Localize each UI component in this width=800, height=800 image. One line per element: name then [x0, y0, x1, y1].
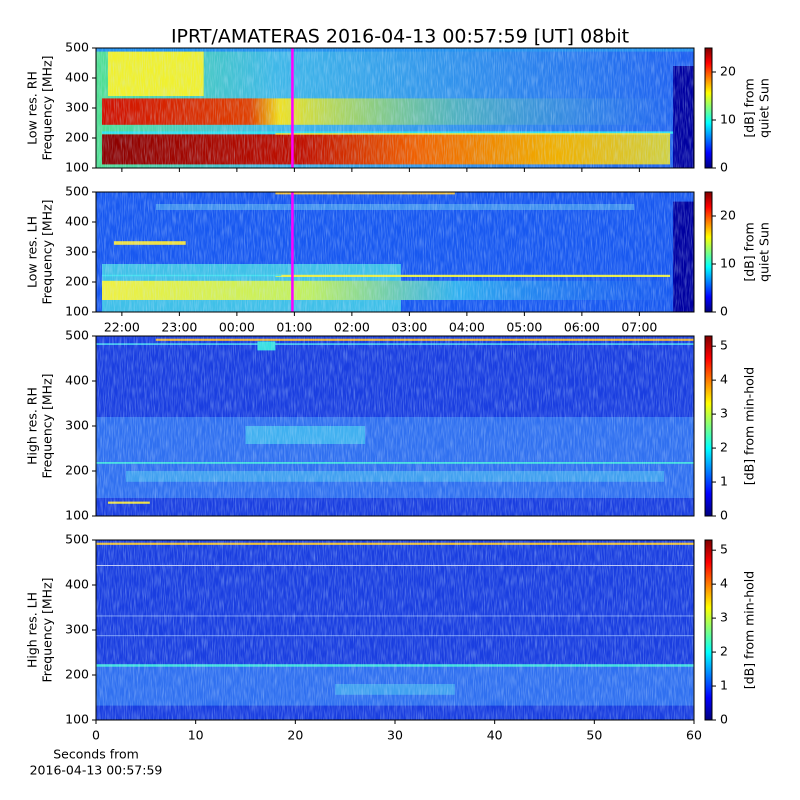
figure-title: IPRT/AMATERAS 2016-04-13 00:57:59 [UT] 0…: [171, 26, 629, 48]
colorbar-tick-label: 20: [720, 64, 736, 79]
colorbar-tick-label: 5: [720, 338, 728, 353]
x-tick-label: 04:00: [449, 320, 485, 335]
colorbar: [704, 335, 713, 517]
colorbar-label: quiet Sun: [757, 222, 772, 282]
colorbar-tick-label: 3: [720, 406, 728, 421]
y-tick-label: 100: [65, 508, 89, 523]
y-tick-label: 100: [65, 160, 89, 175]
x-tick-label: 60: [686, 728, 702, 743]
colorbar-tick-label: 10: [720, 112, 736, 127]
y-tick-label: 500: [65, 532, 89, 547]
x-tick-label: 20: [287, 728, 303, 743]
y-tick-label: 400: [65, 577, 89, 592]
colorbar-label: [dB] from: [742, 78, 757, 137]
panel: 100 200 300 400 500 High res. RH Frequency [MH…: [25, 328, 757, 523]
y-tick-label: 300: [65, 418, 89, 433]
colorbar-tick-label: 20: [720, 208, 736, 223]
spectrogram-noise: [96, 336, 694, 516]
y-tick-label: 200: [65, 667, 89, 682]
colorbar: [704, 539, 713, 721]
colorbar-tick-label: 2: [720, 440, 728, 455]
x-tick-label: 05:00: [506, 320, 542, 335]
y-tick-label: 400: [65, 214, 89, 229]
y-axis-label: Low res. LH: [25, 216, 40, 288]
y-axis-label: High res. RH: [25, 387, 40, 465]
x-tick-label: 0: [92, 728, 100, 743]
x-tick-label: 30: [387, 728, 403, 743]
x-axis-label: Seconds from: [53, 747, 139, 762]
colorbar-tick-label: 5: [720, 542, 728, 557]
colorbar-label: [dB] from min-hold: [742, 367, 757, 485]
y-tick-label: 400: [65, 70, 89, 85]
x-tick-label: 03:00: [391, 320, 427, 335]
y-tick-label: 200: [65, 274, 89, 289]
y-axis-label: Low res. RH: [25, 71, 40, 145]
colorbar-tick-label: 0: [720, 712, 728, 727]
y-tick-label: 500: [65, 40, 89, 55]
y-tick-label: 200: [65, 130, 89, 145]
y-tick-label: 100: [65, 304, 89, 319]
colorbar-tick-label: 1: [720, 474, 728, 489]
y-axis-label: Frequency [MHz]: [40, 577, 55, 682]
y-tick-label: 500: [65, 328, 89, 343]
colorbar-tick-label: 4: [720, 576, 728, 591]
colorbar-tick-label: 0: [720, 304, 728, 319]
x-tick-label: 07:00: [621, 320, 657, 335]
colorbar-tick-label: 3: [720, 610, 728, 625]
x-tick-label: 23:00: [161, 320, 197, 335]
y-axis-label: High res. LH: [25, 592, 40, 668]
x-tick-label: 10: [188, 728, 204, 743]
y-tick-label: 300: [65, 244, 89, 259]
colorbar-label: quiet Sun: [757, 78, 772, 138]
colorbar-tick-label: 1: [720, 678, 728, 693]
x-tick-label: 50: [586, 728, 602, 743]
colorbar-label: [dB] from: [742, 222, 757, 281]
colorbar-tick-label: 2: [720, 644, 728, 659]
y-tick-label: 300: [65, 622, 89, 637]
colorbar-tick-label: 0: [720, 160, 728, 175]
x-tick-label: 01:00: [276, 320, 312, 335]
colorbar-tick-label: 0: [720, 508, 728, 523]
y-tick-label: 200: [65, 463, 89, 478]
colorbar: [704, 191, 713, 313]
colorbar: [704, 47, 713, 169]
y-tick-label: 500: [65, 184, 89, 199]
y-axis-label: Frequency [MHz]: [40, 55, 55, 160]
y-axis-label: Frequency [MHz]: [40, 199, 55, 304]
x-tick-label: 06:00: [564, 320, 600, 335]
colorbar-tick-label: 4: [720, 372, 728, 387]
y-tick-label: 400: [65, 373, 89, 388]
spectrogram-noise: [96, 192, 694, 312]
x-tick-label: 40: [487, 728, 503, 743]
y-tick-label: 300: [65, 100, 89, 115]
x-tick-label: 00:00: [219, 320, 255, 335]
spectrogram-noise: [96, 48, 694, 168]
x-tick-label: 02:00: [334, 320, 370, 335]
x-tick-label: 22:00: [104, 320, 140, 335]
colorbar-tick-label: 10: [720, 256, 736, 271]
y-tick-label: 100: [65, 712, 89, 727]
colorbar-label: [dB] from min-hold: [742, 571, 757, 689]
spectrogram-noise: [96, 540, 694, 720]
x-axis-label: 2016-04-13 00:57:59: [30, 763, 163, 778]
y-axis-label: Frequency [MHz]: [40, 373, 55, 478]
